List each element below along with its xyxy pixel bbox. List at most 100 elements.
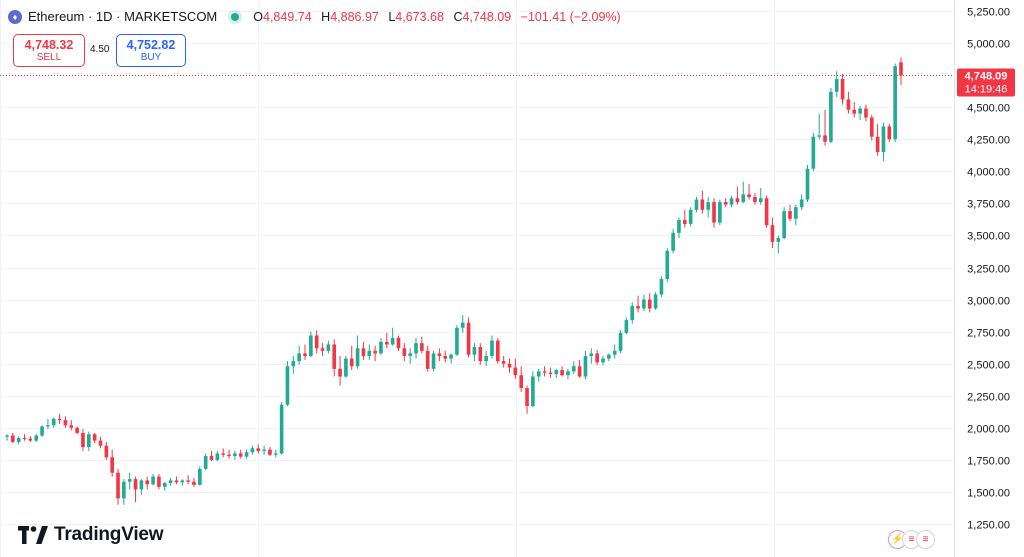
ethereum-icon: ♦ xyxy=(8,9,22,24)
candle xyxy=(817,113,822,140)
candle-body xyxy=(846,99,851,110)
candle xyxy=(782,207,786,240)
candle-body xyxy=(221,453,226,455)
candle xyxy=(291,355,296,374)
candle xyxy=(805,164,810,203)
candle xyxy=(718,199,722,226)
candle-body xyxy=(788,211,792,219)
candle-body xyxy=(215,453,220,460)
candle xyxy=(525,385,529,414)
candle-body xyxy=(735,198,740,203)
candle xyxy=(151,473,155,486)
candle-body xyxy=(69,425,74,428)
candle-body xyxy=(349,358,354,367)
candle-body xyxy=(601,358,605,363)
candle xyxy=(571,361,576,374)
candle-body xyxy=(309,335,313,356)
candle xyxy=(700,190,705,214)
candle xyxy=(729,195,734,208)
candle xyxy=(238,449,243,459)
candle-body xyxy=(636,305,640,309)
candle-body xyxy=(525,388,529,407)
sell-button[interactable]: 4,748.32 SELL xyxy=(13,34,85,67)
candle-body xyxy=(811,136,816,169)
candle-body xyxy=(174,480,179,483)
candle-body xyxy=(139,480,144,490)
candle-body xyxy=(624,320,629,333)
candle xyxy=(858,105,862,121)
candle-body xyxy=(11,435,15,442)
candle xyxy=(466,317,471,358)
candle xyxy=(414,338,418,359)
candle xyxy=(192,477,196,487)
candle-body xyxy=(858,108,862,114)
candle-body xyxy=(28,438,33,441)
candle xyxy=(69,420,74,431)
candle xyxy=(542,366,547,377)
candle-body xyxy=(81,432,85,448)
candle xyxy=(384,332,389,349)
candle-body xyxy=(770,225,775,242)
high-value: 4,886.97 xyxy=(330,9,379,24)
candle-body xyxy=(314,335,319,349)
candle xyxy=(402,343,407,362)
candle xyxy=(16,436,21,445)
tradingview-branding[interactable]: TradingView xyxy=(18,524,164,546)
eu-flag-icon[interactable]: ≡ xyxy=(916,530,935,549)
candle xyxy=(46,418,50,430)
buy-button[interactable]: 4,752.82 BUY xyxy=(116,34,186,67)
candle xyxy=(834,71,839,97)
candle-body xyxy=(864,108,868,118)
candle xyxy=(589,348,594,364)
candle-body xyxy=(291,361,296,367)
candle xyxy=(133,476,138,503)
candle-body xyxy=(665,250,670,280)
candle xyxy=(776,235,781,254)
y-tick-label: 1,750.00 xyxy=(967,456,1010,468)
candle-body xyxy=(443,355,448,359)
candle xyxy=(34,434,39,442)
candle xyxy=(478,343,483,365)
candle-body xyxy=(262,449,266,451)
open-label: O xyxy=(253,9,263,24)
candle xyxy=(361,341,366,360)
candle xyxy=(157,473,161,490)
y-tick-label: 3,000.00 xyxy=(967,296,1010,308)
candle xyxy=(320,343,325,356)
candle-body xyxy=(583,355,588,377)
candle-body xyxy=(449,354,453,359)
candle-body xyxy=(98,440,103,446)
candle xyxy=(145,476,150,490)
candle xyxy=(484,350,488,367)
candle xyxy=(612,344,617,359)
candle-body xyxy=(571,366,576,372)
candle-body xyxy=(706,202,710,210)
candle-body xyxy=(729,198,734,205)
candle-body xyxy=(402,348,407,356)
buy-price: 4,752.82 xyxy=(126,37,176,52)
candle xyxy=(659,276,664,297)
symbol-title[interactable]: Ethereum · 1D · MARKETSCOM xyxy=(28,9,218,24)
candle-body xyxy=(554,370,559,374)
candle xyxy=(297,345,301,365)
candle xyxy=(630,302,635,324)
sell-label: SELL xyxy=(36,51,62,63)
candle xyxy=(174,476,179,485)
candle xyxy=(75,426,79,435)
candle xyxy=(104,441,109,460)
y-tick-label: 3,750.00 xyxy=(967,199,1010,211)
candle-body xyxy=(677,220,681,233)
candle xyxy=(408,348,412,364)
y-tick-label: 3,250.00 xyxy=(967,264,1010,276)
candle-body xyxy=(238,453,243,457)
candle-body xyxy=(712,202,716,223)
candle-body xyxy=(34,435,39,441)
candle xyxy=(472,343,477,362)
candle xyxy=(40,425,44,437)
candle-body xyxy=(104,445,109,458)
candle-body xyxy=(361,348,366,356)
candle xyxy=(531,371,535,408)
candle xyxy=(829,87,833,144)
candle-body xyxy=(577,366,582,377)
